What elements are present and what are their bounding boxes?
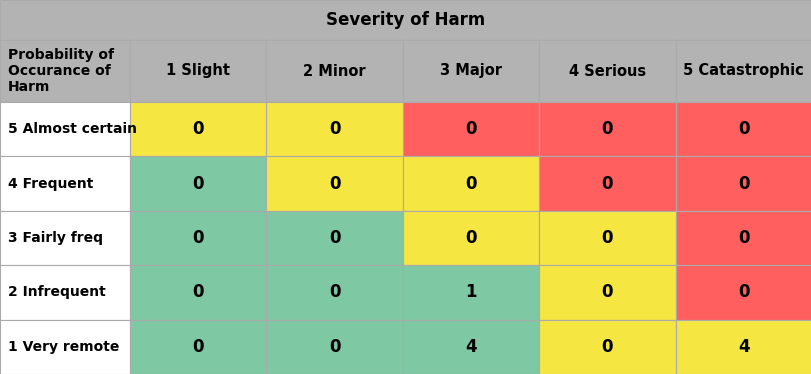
Bar <box>266 320 402 374</box>
Bar <box>402 265 539 320</box>
Text: 0: 0 <box>737 229 749 247</box>
Text: 3 Major: 3 Major <box>440 64 501 79</box>
Bar <box>130 102 266 156</box>
Text: 1: 1 <box>465 283 476 301</box>
Text: 2 Infrequent: 2 Infrequent <box>8 285 105 300</box>
Bar <box>675 40 811 102</box>
Bar <box>266 156 402 211</box>
Bar <box>130 265 266 320</box>
Text: 0: 0 <box>465 175 476 193</box>
Bar <box>675 156 811 211</box>
Bar <box>402 102 539 156</box>
Bar <box>539 211 675 265</box>
Bar <box>0 40 130 102</box>
Text: 3 Fairly freq: 3 Fairly freq <box>8 231 103 245</box>
Text: 0: 0 <box>192 229 204 247</box>
Bar <box>0 265 130 320</box>
Bar <box>266 211 402 265</box>
Bar <box>0 320 130 374</box>
Text: 0: 0 <box>192 120 204 138</box>
Text: 0: 0 <box>328 120 340 138</box>
Bar <box>402 211 539 265</box>
Text: Severity of Harm: Severity of Harm <box>326 11 485 29</box>
Text: Probability of
Occurance of
Harm: Probability of Occurance of Harm <box>8 48 114 94</box>
Bar <box>539 40 675 102</box>
Bar <box>130 40 266 102</box>
Text: 0: 0 <box>737 283 749 301</box>
Bar <box>266 40 402 102</box>
Text: 0: 0 <box>601 338 612 356</box>
Text: 4: 4 <box>737 338 749 356</box>
Bar <box>0 156 130 211</box>
Text: 0: 0 <box>601 283 612 301</box>
Text: 0: 0 <box>328 229 340 247</box>
Text: 0: 0 <box>737 120 749 138</box>
Bar <box>539 320 675 374</box>
Bar <box>0 102 130 156</box>
Bar <box>675 320 811 374</box>
Text: 5 Catastrophic: 5 Catastrophic <box>683 64 803 79</box>
Text: 0: 0 <box>465 120 476 138</box>
Text: 0: 0 <box>737 175 749 193</box>
Text: 4 Frequent: 4 Frequent <box>8 177 93 191</box>
Bar <box>402 156 539 211</box>
Text: 5 Almost certain: 5 Almost certain <box>8 122 137 136</box>
Text: 4: 4 <box>465 338 476 356</box>
Bar <box>539 156 675 211</box>
Bar <box>539 265 675 320</box>
Bar <box>402 320 539 374</box>
Bar <box>130 211 266 265</box>
Bar <box>402 40 539 102</box>
Bar <box>675 102 811 156</box>
Text: 4 Serious: 4 Serious <box>569 64 646 79</box>
Text: 0: 0 <box>192 338 204 356</box>
Bar <box>675 265 811 320</box>
Bar <box>266 102 402 156</box>
Text: 0: 0 <box>328 283 340 301</box>
Text: 0: 0 <box>328 175 340 193</box>
Text: 1 Slight: 1 Slight <box>166 64 230 79</box>
Bar <box>0 211 130 265</box>
Text: 0: 0 <box>328 338 340 356</box>
Bar <box>130 320 266 374</box>
Bar <box>675 211 811 265</box>
Text: 0: 0 <box>465 229 476 247</box>
Bar <box>130 156 266 211</box>
Bar <box>539 102 675 156</box>
Bar <box>266 265 402 320</box>
Text: 1 Very remote: 1 Very remote <box>8 340 119 354</box>
Text: 0: 0 <box>601 229 612 247</box>
Text: 0: 0 <box>192 175 204 193</box>
Text: 0: 0 <box>601 175 612 193</box>
Text: 0: 0 <box>192 283 204 301</box>
Bar <box>0 0 811 40</box>
Text: 0: 0 <box>601 120 612 138</box>
Text: 2 Minor: 2 Minor <box>303 64 366 79</box>
